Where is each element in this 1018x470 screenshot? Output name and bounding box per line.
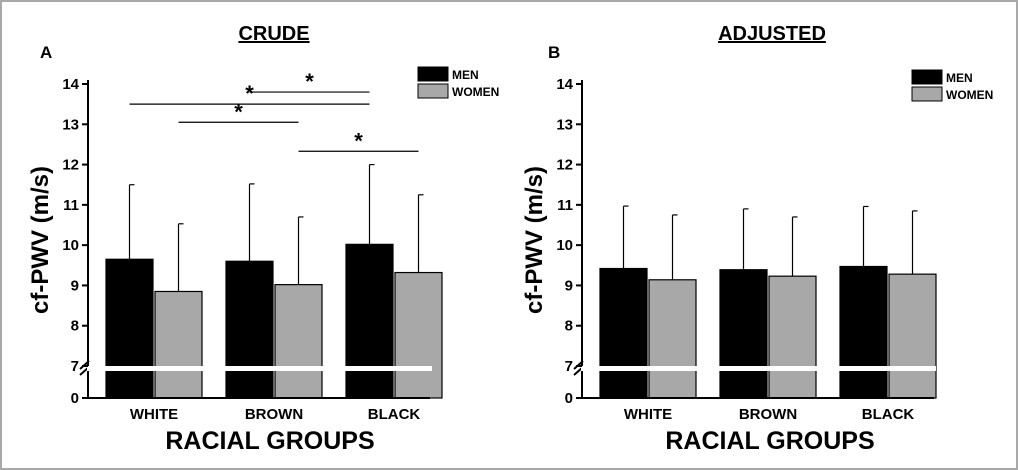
y-tick-label-10: 10	[556, 237, 573, 254]
axis-break-band	[574, 366, 936, 371]
y-tick-label-12: 12	[62, 157, 79, 174]
bar-men-black	[839, 265, 888, 399]
y-tick-label-0: 0	[565, 390, 573, 407]
category-label-black: BLACK	[368, 406, 421, 423]
panel-letter: A	[40, 43, 52, 62]
y-tick-label-13: 13	[556, 116, 573, 133]
legend-label-men: MEN	[946, 71, 973, 85]
x-axis-label: RACIAL GROUPS	[165, 427, 374, 455]
bar-men-white	[599, 267, 648, 399]
y-tick-label-7: 7	[565, 358, 573, 375]
y-tick-label-11: 11	[63, 197, 79, 214]
significance-star-2: *	[305, 69, 314, 94]
bar-men-black	[345, 243, 394, 399]
y-axis-label: cf-PWV (m/s)	[27, 166, 54, 314]
category-label-black: BLACK	[862, 406, 915, 423]
legend-swatch-men	[417, 66, 449, 82]
axis-break-gap	[581, 366, 584, 371]
category-label-white: WHITE	[624, 406, 672, 423]
y-tick-label-14: 14	[556, 76, 573, 93]
y-tick-label-8: 8	[71, 318, 79, 335]
significance-star-0: *	[234, 99, 243, 124]
y-tick-label-9: 9	[565, 277, 573, 294]
y-tick-label-14: 14	[62, 76, 79, 93]
significance-star-3: *	[354, 128, 363, 153]
y-axis-label: cf-PWV (m/s)	[521, 166, 548, 314]
y-tick-label-7: 7	[71, 358, 79, 375]
bar-men-brown	[225, 260, 274, 399]
bar-men-white	[105, 258, 154, 399]
bar-women-black	[394, 271, 443, 399]
legend-label-women: WOMEN	[946, 88, 993, 102]
panel-letter: B	[548, 43, 560, 62]
significance-star-1: *	[245, 81, 254, 106]
axis-break-gap	[87, 366, 90, 371]
panel-title: CRUDE	[238, 23, 309, 45]
bar-women-white	[154, 290, 203, 399]
axis-break-band	[80, 366, 432, 371]
bar-women-black	[888, 273, 937, 399]
x-axis-label: RACIAL GROUPS	[665, 427, 874, 455]
y-tick-label-9: 9	[71, 277, 79, 294]
y-tick-label-12: 12	[556, 157, 573, 174]
bar-women-brown	[274, 284, 323, 399]
y-tick-label-8: 8	[565, 318, 573, 335]
legend-swatch-women	[417, 83, 449, 99]
bar-men-brown	[719, 269, 768, 399]
category-label-white: WHITE	[130, 406, 178, 423]
legend-swatch-women	[911, 86, 943, 102]
bar-women-white	[648, 279, 697, 399]
y-tick-label-11: 11	[557, 197, 573, 214]
legend-swatch-men	[911, 69, 943, 85]
bar-women-brown	[768, 275, 817, 399]
category-label-brown: BROWN	[245, 406, 303, 423]
panel-title: ADJUSTED	[718, 23, 826, 45]
legend-label-men: MEN	[452, 68, 479, 82]
y-tick-label-10: 10	[62, 237, 79, 254]
y-tick-label-13: 13	[62, 116, 79, 133]
legend-label-women: WOMEN	[452, 85, 499, 99]
category-label-brown: BROWN	[739, 406, 797, 423]
y-tick-label-0: 0	[71, 390, 79, 407]
